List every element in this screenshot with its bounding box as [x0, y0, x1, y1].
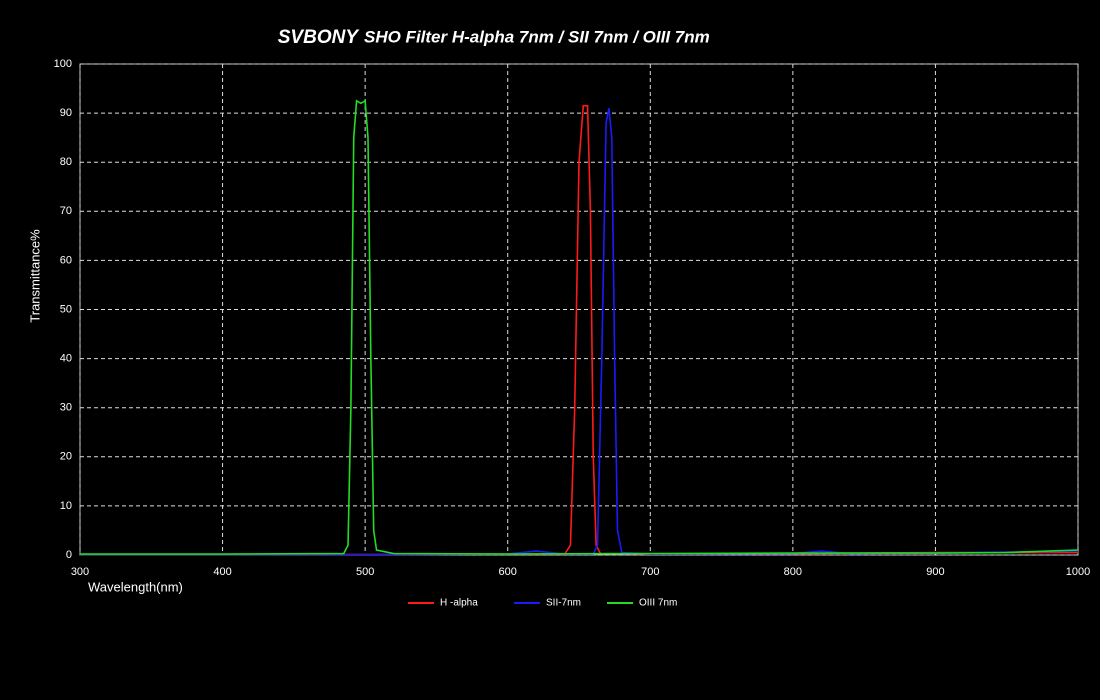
y-tick-label: 10	[60, 500, 72, 512]
y-tick-label: 60	[60, 254, 72, 266]
y-tick-label: 50	[60, 303, 72, 315]
x-tick-label: 300	[71, 566, 89, 578]
y-tick-label: 30	[60, 402, 72, 414]
y-tick-label: 20	[60, 451, 72, 463]
x-tick-label: 500	[356, 566, 374, 578]
y-tick-label: 70	[60, 205, 72, 217]
x-tick-label: 600	[499, 566, 517, 578]
y-tick-label: 0	[66, 549, 72, 561]
y-tick-label: 40	[60, 353, 72, 365]
x-tick-label: 800	[784, 566, 802, 578]
series-line	[80, 99, 1079, 555]
legend-label: OIII 7nm	[639, 598, 677, 609]
legend-label: SII-7nm	[546, 598, 581, 609]
chart-title: SHO Filter H-alpha 7nm / SII 7nm / OIII …	[364, 27, 710, 46]
x-tick-label: 900	[926, 566, 944, 578]
legend-label: H -alpha	[440, 598, 478, 609]
y-tick-label: 100	[54, 58, 72, 70]
y-tick-label: 90	[60, 107, 72, 119]
x-tick-label: 400	[213, 566, 231, 578]
y-tick-label: 80	[60, 156, 72, 168]
x-tick-label: 700	[641, 566, 659, 578]
x-axis-label: Wavelength(nm)	[88, 579, 183, 594]
x-tick-label: 1000	[1066, 566, 1090, 578]
brand: SVBONY	[278, 27, 361, 48]
y-axis-label: Transmittance%	[27, 229, 42, 323]
